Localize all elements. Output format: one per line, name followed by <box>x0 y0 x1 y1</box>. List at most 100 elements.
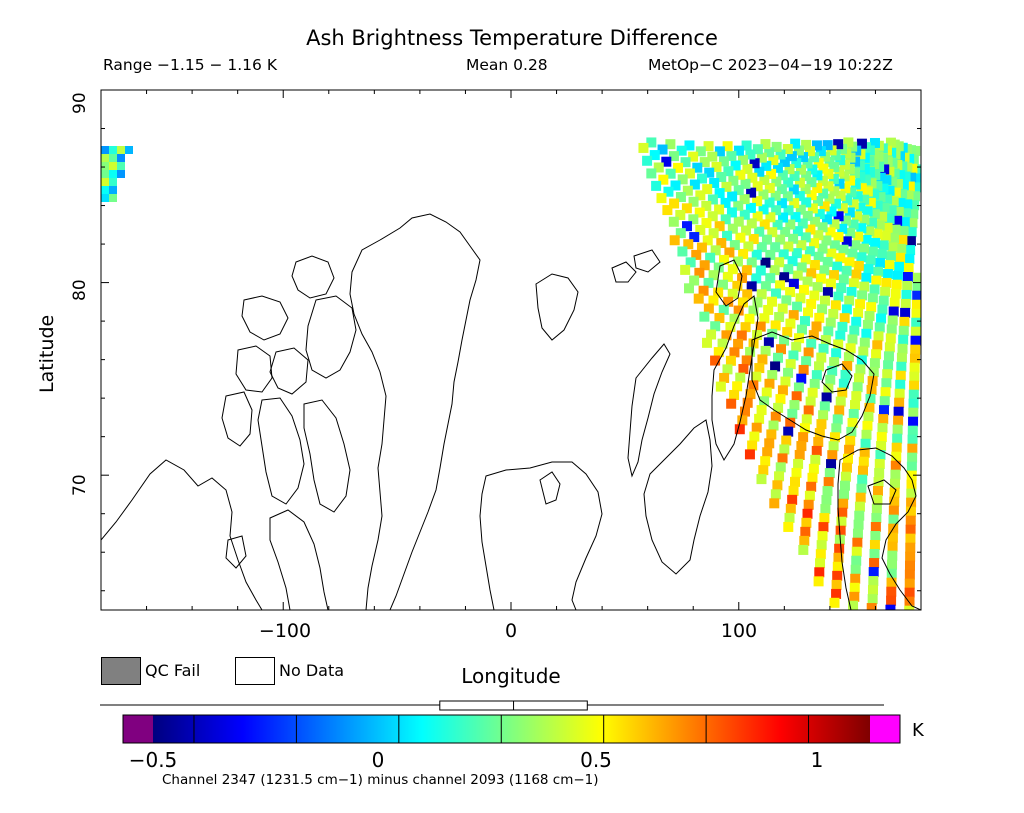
swath-pixel <box>848 199 859 210</box>
swath-pixel <box>783 521 794 532</box>
swath-pixel <box>864 167 875 178</box>
swath-pixel <box>761 234 772 245</box>
swath-pixel <box>775 234 786 245</box>
swath-pixel <box>869 189 880 200</box>
swath-pixel <box>882 269 893 280</box>
no-data-label: No Data <box>279 661 345 680</box>
swath-pixel <box>877 423 888 434</box>
swath-pixel <box>901 208 912 219</box>
swath-pixel <box>848 219 859 230</box>
swath-pixel <box>735 372 746 383</box>
swath-pixel <box>719 254 730 265</box>
swath-pixel <box>835 330 846 341</box>
swath-pixel <box>814 361 825 372</box>
swath-pixel <box>781 435 792 446</box>
swath-pixel <box>895 370 906 381</box>
swath-pixel <box>771 205 782 216</box>
swath-pixel <box>693 293 704 304</box>
swath-pixel <box>717 279 728 290</box>
swath-pixel <box>695 146 706 157</box>
swath-pixel <box>746 218 757 229</box>
swath-pixel <box>828 173 839 184</box>
swath-pixel <box>684 168 695 179</box>
swath-pixel <box>856 252 867 263</box>
ytick-label-70: 70 <box>70 474 90 496</box>
swath-pixel <box>848 600 859 610</box>
swath-pixel <box>862 319 873 330</box>
swath-pixel <box>117 154 125 162</box>
swath-pixel <box>688 214 699 225</box>
swath-pixel <box>787 408 798 419</box>
swath-pixel <box>907 452 918 463</box>
swath-pixel <box>874 220 885 231</box>
swath-pixel <box>739 194 750 205</box>
swath-pixel <box>749 158 760 169</box>
swath-pixel <box>729 313 740 324</box>
swath-pixel <box>826 248 837 259</box>
swath-pixel <box>658 174 669 185</box>
swath-pixel <box>759 396 770 407</box>
swath-pixel <box>874 257 885 268</box>
swath-pixel <box>874 459 885 470</box>
swath-pixel <box>817 531 828 542</box>
swath-pixel <box>837 387 848 398</box>
swath-pixel <box>825 227 836 238</box>
swath-pixel <box>803 499 814 510</box>
swath-pixel <box>891 279 902 290</box>
swath-pixel <box>796 164 807 175</box>
swath-pixel <box>741 355 752 366</box>
swath-pixel <box>850 400 861 411</box>
coastlines <box>101 213 921 610</box>
swath-pixel <box>838 498 849 509</box>
swath-pixel <box>863 264 874 275</box>
swath-pixel <box>845 175 856 186</box>
swath-pixel <box>801 139 812 150</box>
swath-pixel <box>879 164 890 175</box>
axis-ticks <box>101 89 922 610</box>
swath-pixel <box>733 305 744 316</box>
swath-pixel <box>760 345 771 356</box>
swath-pixel <box>765 273 776 284</box>
swath-pixel <box>691 249 702 260</box>
swath-pixel <box>835 253 846 264</box>
swath-pixel <box>783 241 794 252</box>
swath-pixel <box>677 246 688 257</box>
swath-pixel <box>808 463 819 474</box>
swath-pixel <box>846 286 857 297</box>
swath-pixel <box>813 158 824 169</box>
swath-pixel <box>888 514 899 525</box>
swath-pixel <box>794 191 805 202</box>
swath-pixel <box>847 334 858 345</box>
swath-pixel <box>849 591 860 602</box>
swath-pixel <box>906 461 917 472</box>
swath-pixel <box>831 588 842 599</box>
swath-pixel <box>723 166 734 177</box>
swath-pixel <box>837 203 848 214</box>
swath-pixel <box>851 391 862 402</box>
swath-pixel <box>886 568 897 579</box>
swath-pixel <box>766 429 777 440</box>
swath-pixel <box>665 168 676 179</box>
swath-pixel <box>785 359 796 370</box>
swath-pixel <box>907 443 918 454</box>
swath-pixel <box>109 186 117 194</box>
swath-pixel <box>739 406 750 417</box>
swath-pixel <box>822 256 833 267</box>
swath-pixel <box>794 177 805 188</box>
swath-pixel <box>728 175 739 186</box>
swath-pixel <box>908 209 919 220</box>
swath-pixel <box>752 181 763 192</box>
swath-pixel <box>828 308 839 319</box>
swath-pixel <box>751 273 762 284</box>
swath-pixel <box>871 504 882 515</box>
swath-pixel <box>799 423 810 434</box>
swath-pixel <box>787 494 798 505</box>
swath-pixel <box>798 364 809 375</box>
swath-pixel <box>803 405 814 416</box>
swath-pixel <box>892 270 903 281</box>
swath-pixel <box>904 254 915 265</box>
swath-pixel <box>754 363 765 374</box>
swath-pixel <box>689 275 700 286</box>
colorbar-over-swatch <box>870 715 900 743</box>
swath-pixel <box>733 338 744 349</box>
